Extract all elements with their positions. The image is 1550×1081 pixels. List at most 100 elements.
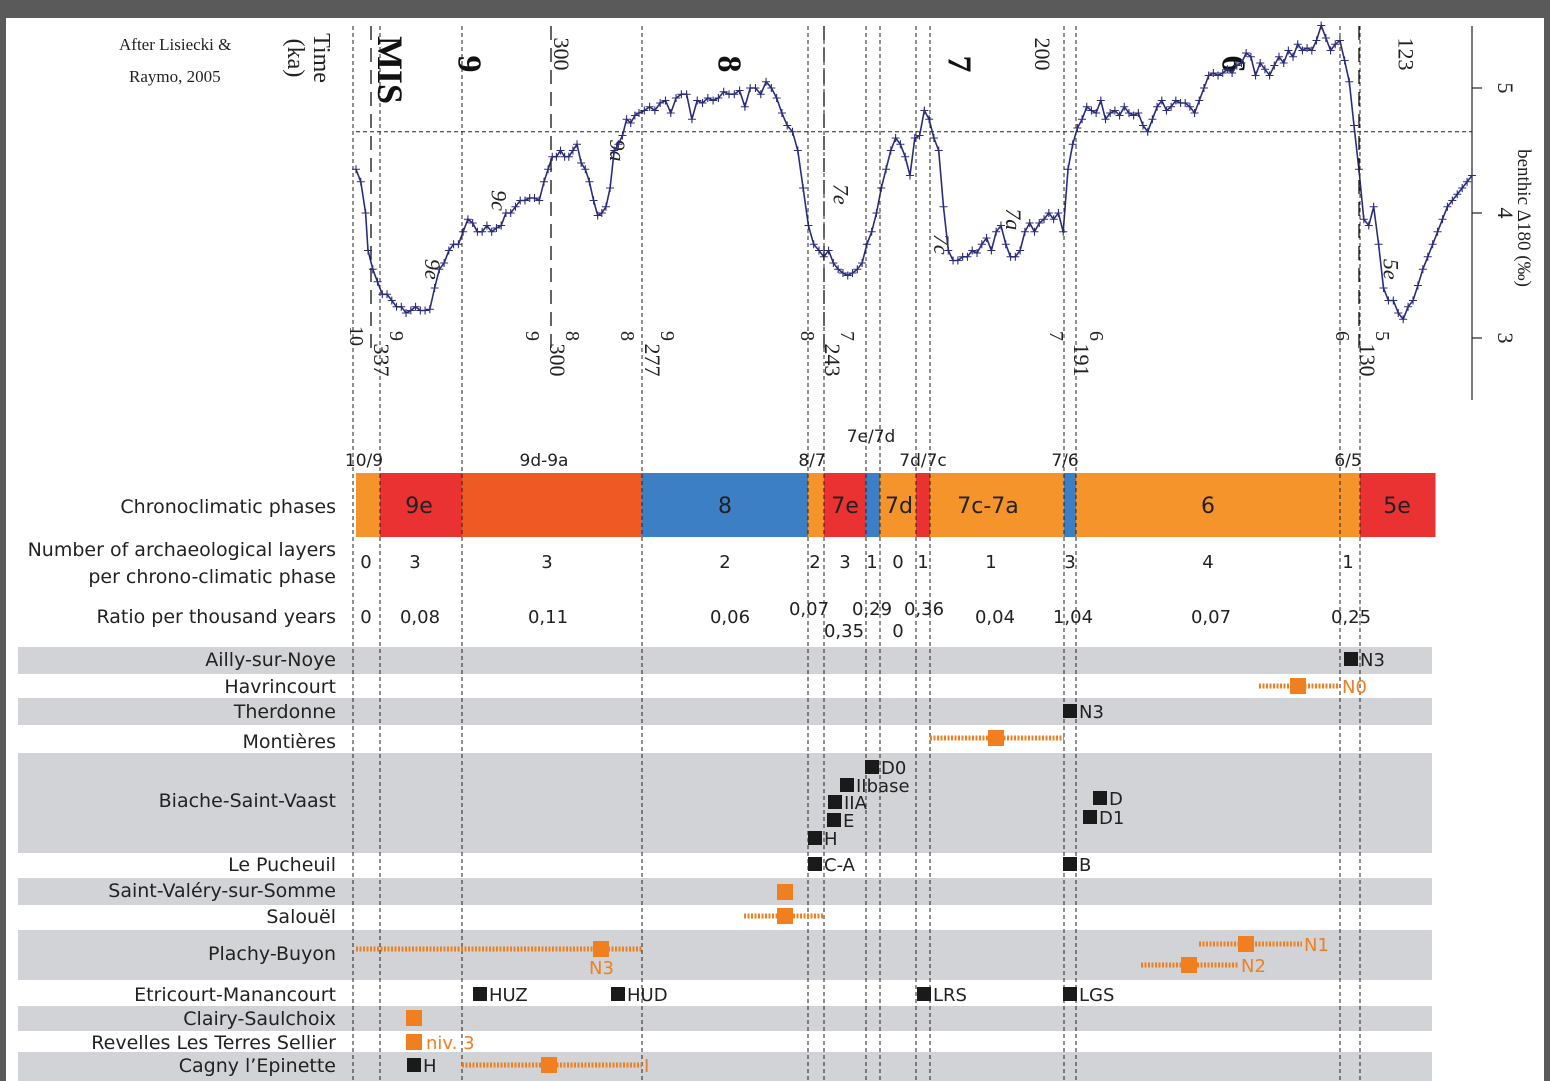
data-point bbox=[1049, 215, 1058, 224]
ratio-value: 0 bbox=[360, 607, 371, 628]
phase-segment-label: 7e bbox=[831, 494, 859, 519]
site-marker-saint-valery-sur-somme bbox=[777, 884, 793, 900]
data-point bbox=[910, 134, 919, 142]
data-point bbox=[1087, 106, 1096, 115]
data-point bbox=[1181, 99, 1190, 107]
site-band bbox=[18, 1052, 1432, 1081]
site-marker-cagny-l-epinette bbox=[407, 1058, 421, 1072]
data-point bbox=[1413, 281, 1422, 290]
data-point bbox=[714, 94, 723, 102]
data-point bbox=[767, 84, 776, 92]
source-line-1: After Lisiecki & bbox=[119, 35, 231, 54]
count-value: 4 bbox=[1202, 552, 1213, 573]
site-marker-plachy-buyon bbox=[1181, 957, 1197, 973]
data-point bbox=[650, 106, 659, 115]
data-point bbox=[1307, 46, 1316, 55]
data-point bbox=[1389, 296, 1398, 305]
substage-label: 5e bbox=[1379, 259, 1404, 280]
phase-boundary-label: 8/7 bbox=[798, 451, 825, 471]
boundary-stage-left: 7 bbox=[1045, 331, 1067, 341]
data-point bbox=[1326, 46, 1335, 55]
site-name-havrincourt: Havrincourt bbox=[224, 676, 336, 698]
phase-segment bbox=[642, 473, 809, 537]
count-value: 0 bbox=[892, 552, 903, 573]
data-point bbox=[593, 211, 602, 220]
data-point bbox=[535, 196, 544, 205]
data-point bbox=[934, 146, 943, 155]
y-tick-label: 5 bbox=[1493, 83, 1518, 94]
boundary-stage-left: 6 bbox=[1331, 331, 1353, 341]
data-point bbox=[1251, 71, 1260, 80]
site-marker-biache-saint-vaast bbox=[1093, 791, 1107, 805]
data-point bbox=[1274, 52, 1283, 61]
data-point bbox=[730, 90, 739, 99]
data-point bbox=[1035, 219, 1044, 227]
site-band bbox=[18, 698, 1432, 725]
isotope-chart: 5 4 3 benthic Δ180 (‰) Time(ka) MIS 300 200 123 9… bbox=[282, 21, 1534, 400]
ratio-value: 0,29 bbox=[852, 599, 892, 620]
site-marker-etricourt-manancourt bbox=[611, 987, 625, 1001]
count-value: 3 bbox=[1064, 552, 1075, 573]
data-point bbox=[1350, 121, 1358, 130]
data-point bbox=[581, 165, 590, 174]
boundary-stage-left: 10 bbox=[345, 326, 367, 346]
data-point bbox=[492, 224, 501, 232]
site-band bbox=[18, 647, 1432, 674]
data-point bbox=[478, 227, 487, 236]
data-point bbox=[552, 152, 561, 161]
data-point bbox=[1195, 96, 1204, 105]
data-point bbox=[687, 115, 696, 124]
data-point bbox=[1185, 102, 1194, 111]
data-point bbox=[698, 99, 707, 107]
data-point bbox=[564, 152, 573, 161]
data-point bbox=[425, 305, 434, 314]
data-point bbox=[1120, 102, 1129, 111]
data-point bbox=[1059, 227, 1068, 236]
data-point bbox=[1433, 227, 1442, 236]
site-name-le-pucheuil: Le Pucheuil bbox=[228, 854, 336, 876]
data-point bbox=[585, 177, 594, 186]
data-point bbox=[421, 306, 430, 315]
data-point bbox=[982, 234, 991, 242]
data-point bbox=[1246, 52, 1255, 61]
data-point bbox=[435, 265, 444, 274]
site-marker-label: N3 bbox=[1360, 650, 1385, 671]
data-point bbox=[1157, 96, 1166, 105]
site-marker-biache-saint-vaast bbox=[1083, 810, 1097, 824]
data-point bbox=[867, 227, 876, 236]
data-point bbox=[1143, 127, 1152, 136]
site-marker-montieres bbox=[988, 730, 1004, 746]
phase-segment bbox=[1340, 473, 1361, 537]
data-point bbox=[1204, 71, 1213, 80]
data-point bbox=[1030, 227, 1039, 236]
site-name-montieres: Montières bbox=[243, 731, 336, 753]
boundary-stage-right: 9 bbox=[656, 331, 678, 341]
substage-label: 7e bbox=[828, 184, 853, 205]
data-point bbox=[1345, 77, 1354, 86]
data-point bbox=[614, 140, 623, 149]
data-point bbox=[944, 246, 953, 255]
phase-segment-label: 5e bbox=[1383, 494, 1411, 519]
data-point bbox=[886, 146, 895, 155]
ratio-label: Ratio per thousand years bbox=[96, 606, 336, 628]
site-markers: Ailly-sur-Noye N3 Havrincourt N0 Therdonne N3… bbox=[91, 649, 1385, 1077]
boundary-lines bbox=[352, 26, 1361, 1081]
phase-segment bbox=[380, 473, 463, 537]
data-point bbox=[1331, 40, 1340, 49]
count-value: 3 bbox=[839, 552, 850, 573]
data-point bbox=[751, 84, 760, 92]
data-point bbox=[1054, 209, 1063, 217]
phase-boundary-label: 7d/7c bbox=[899, 451, 947, 471]
data-point bbox=[530, 194, 539, 202]
data-point bbox=[858, 259, 867, 267]
phases-row-label: Chronoclimatic phases bbox=[120, 496, 336, 518]
data-point bbox=[1115, 111, 1124, 120]
data-point bbox=[511, 202, 520, 211]
phase-segment bbox=[462, 473, 643, 537]
data-point bbox=[829, 259, 838, 267]
data-point bbox=[915, 131, 924, 140]
site-marker-ailly-sur-noye bbox=[1344, 652, 1358, 666]
data-point bbox=[622, 115, 631, 124]
phase-segment-label: 7c-7a bbox=[957, 494, 1019, 519]
data-point bbox=[1284, 46, 1293, 55]
